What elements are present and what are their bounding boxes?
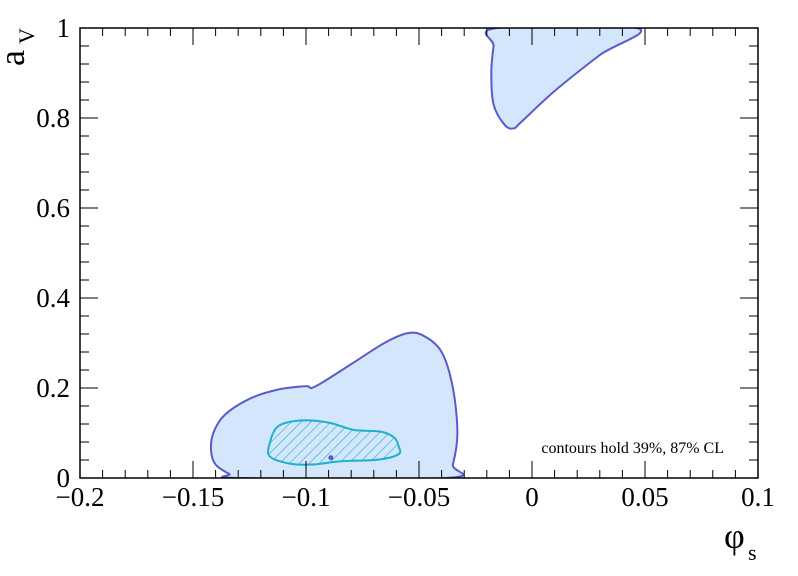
x-tick-label: −0.2 bbox=[56, 482, 105, 512]
x-axis-title: φ s bbox=[724, 516, 757, 565]
svg-text:s: s bbox=[748, 540, 757, 565]
contour-line-2 bbox=[267, 419, 402, 466]
svg-text:V: V bbox=[14, 28, 39, 44]
y-axis-title: a V bbox=[0, 28, 39, 66]
y-tick-label: 0.8 bbox=[36, 103, 70, 133]
contour-regions bbox=[209, 28, 642, 478]
contour-fill-1 bbox=[485, 28, 641, 129]
svg-text:a: a bbox=[0, 50, 32, 66]
y-tick-label: 0.2 bbox=[36, 373, 70, 403]
x-tick-labels: −0.2 −0.15 −0.1 −0.05 0 0.05 0.1 bbox=[56, 482, 775, 512]
best-fit-point bbox=[328, 455, 334, 461]
y-tick-label: 0.6 bbox=[36, 193, 70, 223]
x-tick-label: 0 bbox=[525, 482, 539, 512]
contour-line-0 bbox=[209, 331, 465, 478]
x-tick-label: −0.05 bbox=[388, 482, 450, 512]
x-tick-label: −0.1 bbox=[282, 482, 331, 512]
y-tick-label: 0 bbox=[57, 463, 71, 493]
y-tick-labels: 0 0.2 0.4 0.6 0.8 1 bbox=[36, 13, 70, 493]
contour-line-1 bbox=[484, 28, 642, 130]
svg-text:φ: φ bbox=[724, 516, 745, 556]
cl-annotation: contours hold 39%, 87% CL bbox=[541, 440, 724, 457]
x-tick-label: 0.05 bbox=[621, 482, 668, 512]
y-tick-label: 1 bbox=[57, 13, 71, 43]
axis-ticks bbox=[79, 27, 759, 479]
best-fit-layer bbox=[328, 455, 334, 461]
y-tick-label: 0.4 bbox=[36, 283, 70, 313]
x-tick-label: 0.1 bbox=[741, 482, 775, 512]
x-tick-label: −0.15 bbox=[162, 482, 224, 512]
